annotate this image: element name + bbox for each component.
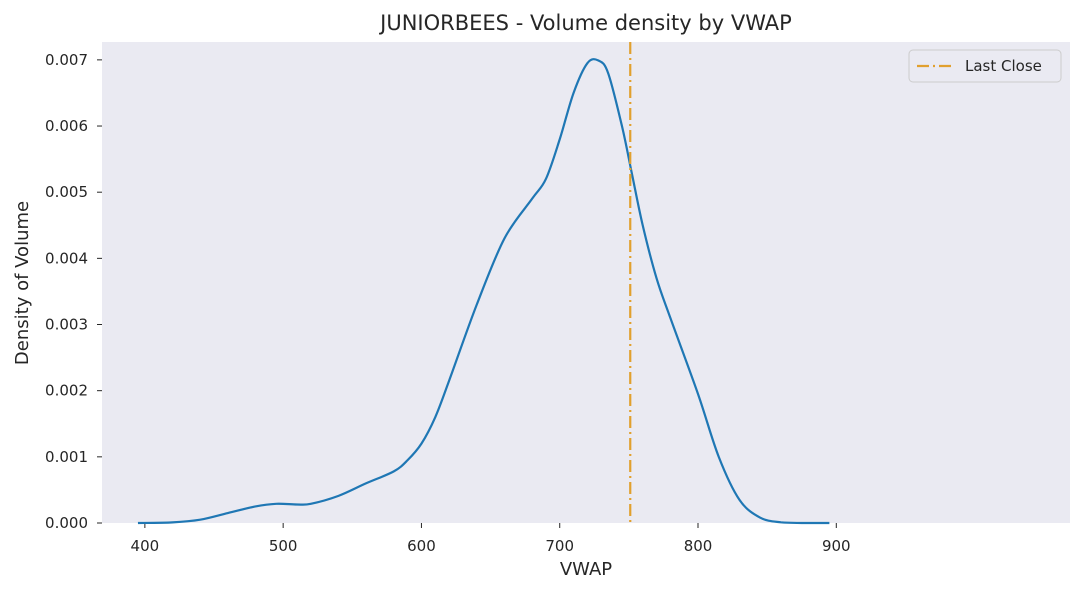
y-tick-label: 0.000 — [45, 514, 88, 532]
y-tick-label: 0.005 — [45, 183, 88, 201]
y-tick-label: 0.002 — [45, 382, 88, 400]
y-tick-label: 0.001 — [45, 448, 88, 466]
x-axis-label: VWAP — [560, 559, 612, 580]
x-tick-label: 500 — [269, 537, 298, 555]
x-tick-label: 900 — [822, 537, 851, 555]
y-tick-label: 0.004 — [45, 249, 88, 267]
plot-area — [102, 42, 1070, 523]
legend: Last Close — [908, 49, 1062, 83]
y-tick-label: 0.003 — [45, 316, 88, 334]
x-tick-label: 700 — [545, 537, 574, 555]
x-tick-label: 600 — [407, 537, 436, 555]
x-tick-label: 400 — [131, 537, 160, 555]
density-line — [137, 58, 830, 525]
legend-box — [908, 49, 1062, 83]
y-tick-label: 0.006 — [45, 117, 88, 135]
x-axis-ticks: 400 500 600 700 800 900 — [131, 523, 851, 555]
x-tick-label: 800 — [684, 537, 713, 555]
y-axis-ticks: 0.000 0.001 0.002 0.003 0.004 0.005 0.006 0.007 — [45, 51, 102, 532]
legend-entry-label: Last Close — [965, 57, 1042, 75]
chart-title: JUNIORBEES - Volume density by VWAP — [378, 11, 792, 35]
y-axis-label: Density of Volume — [12, 201, 33, 365]
y-tick-label: 0.007 — [45, 51, 88, 69]
